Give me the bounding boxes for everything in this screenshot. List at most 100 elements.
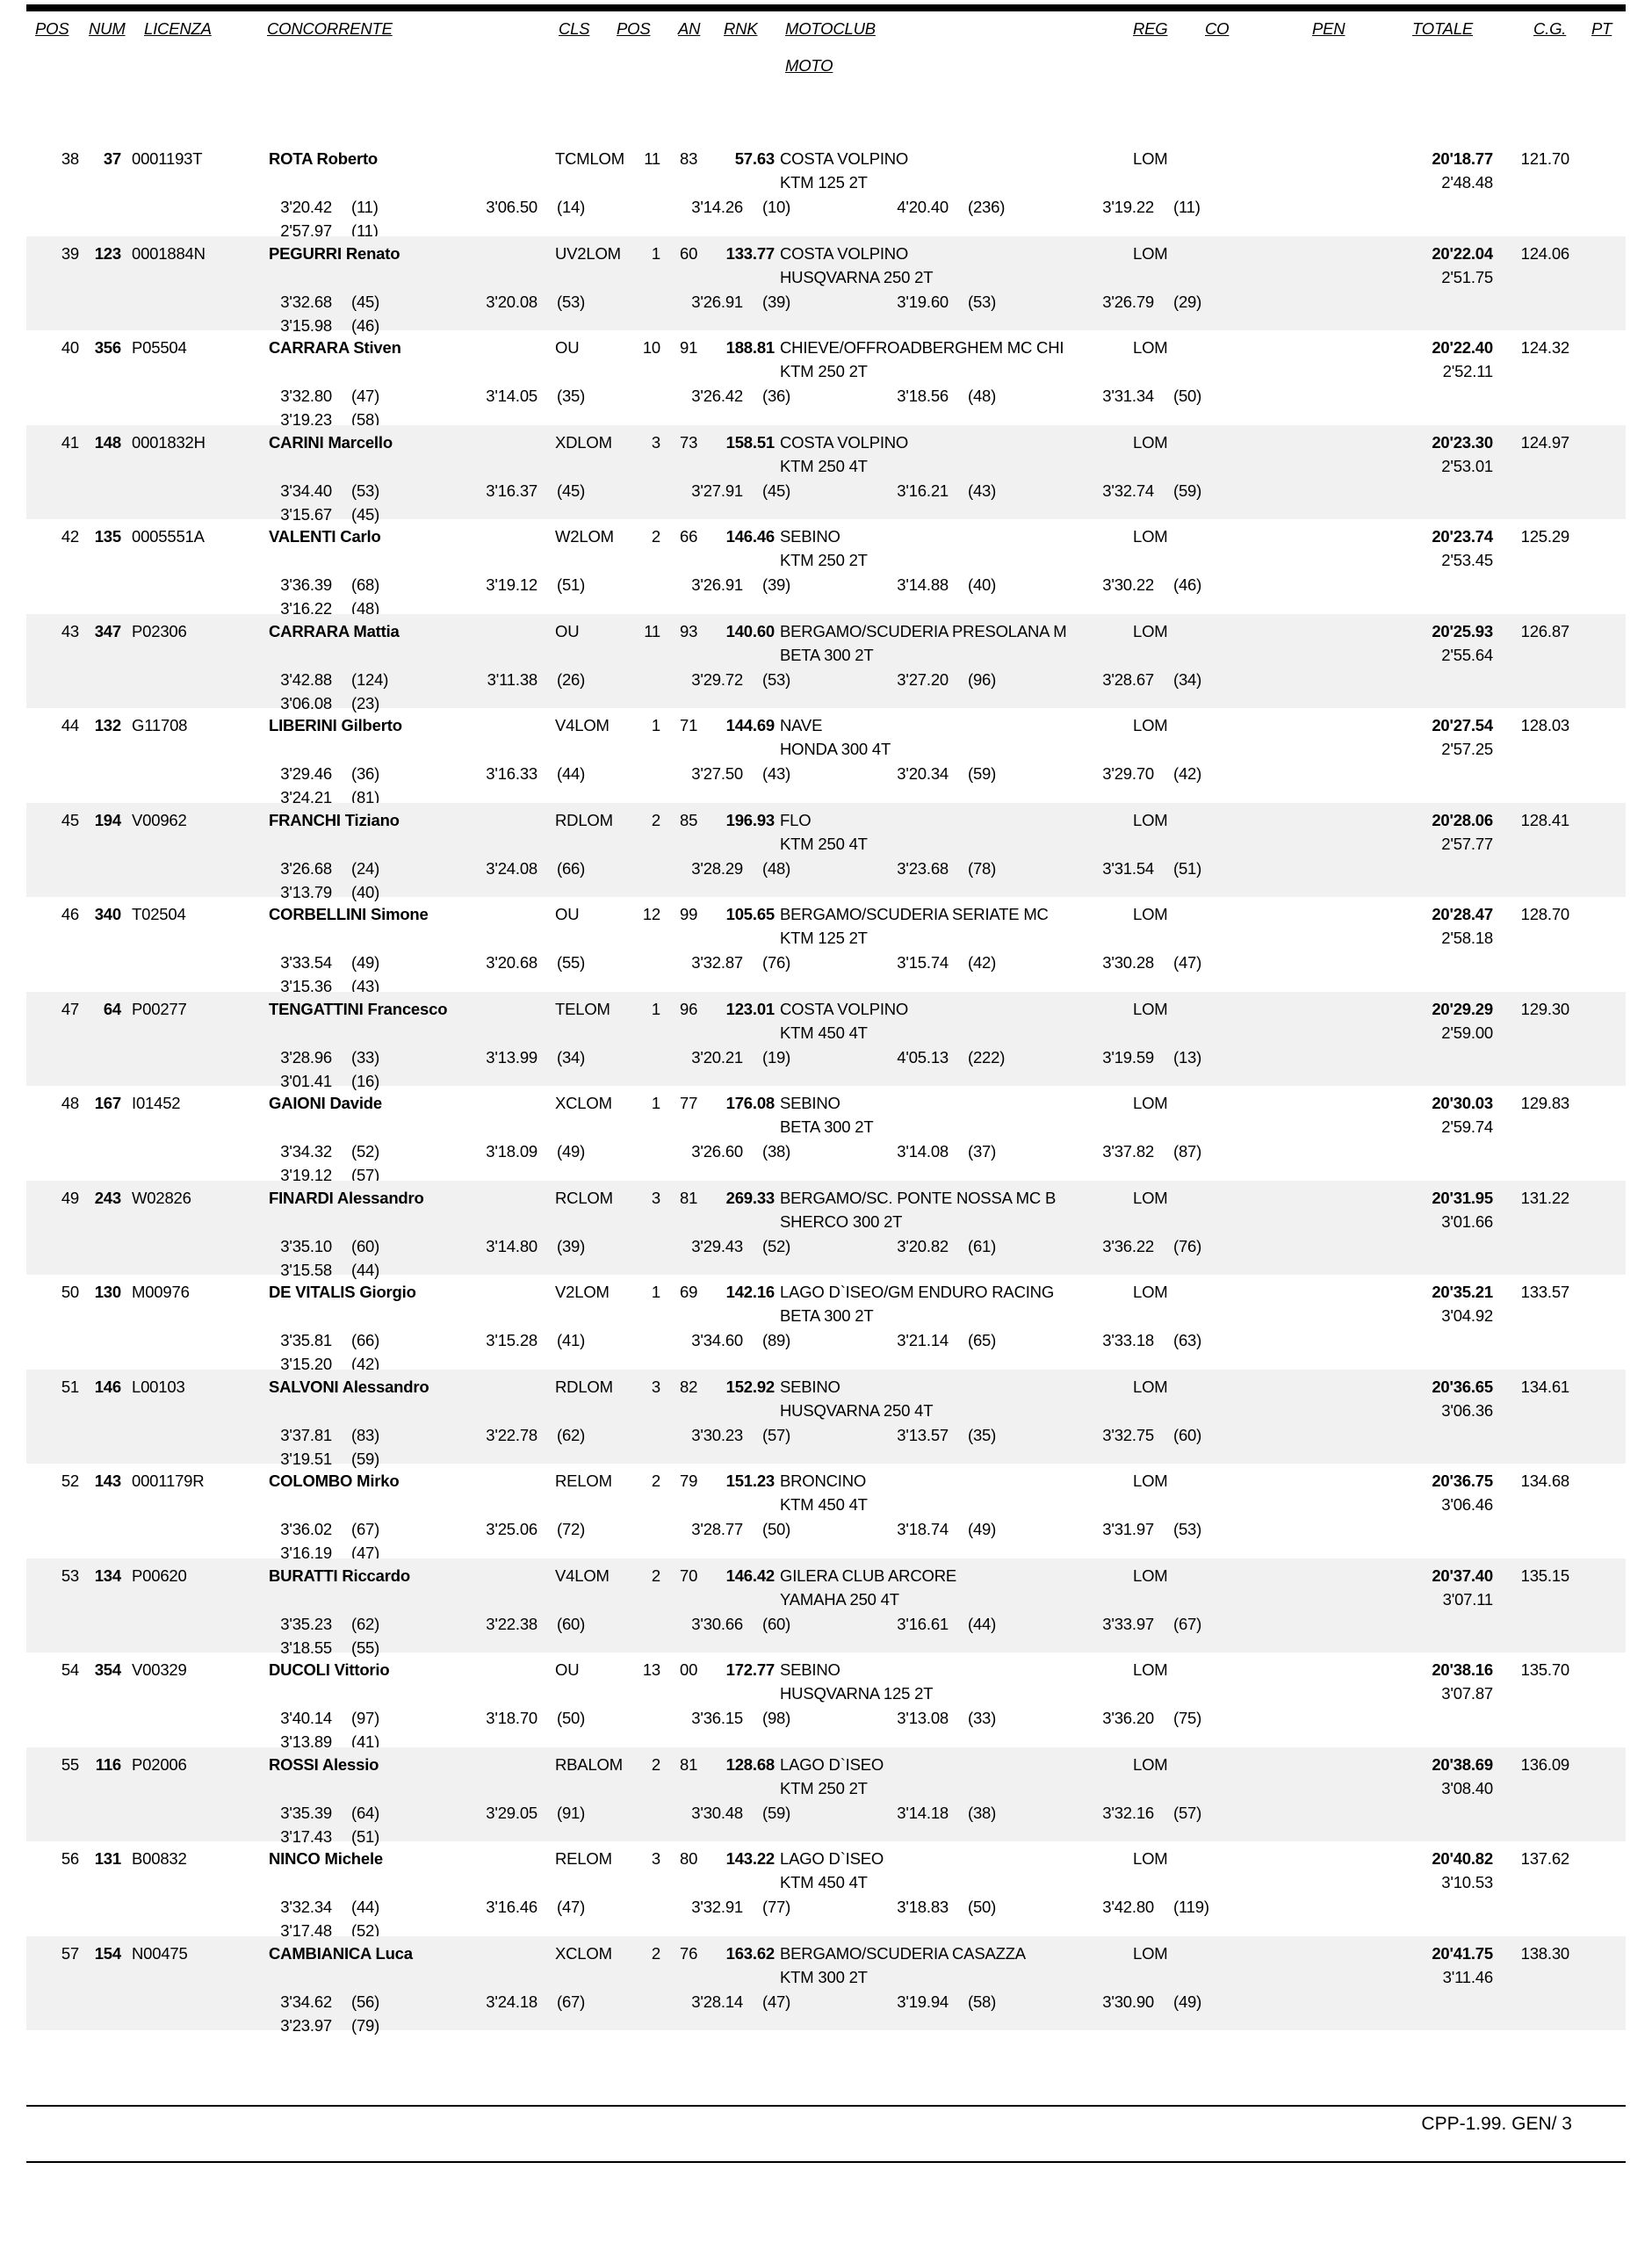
lap-rank: (14) (557, 198, 586, 216)
cell-concorrente: DE VITALIS Giorgio (269, 1283, 416, 1301)
table-row: 44 132 G11708 LIBERINI Gilberto V4LOM 1 … (0, 708, 1652, 806)
cell-cls: V2LOM (555, 1283, 610, 1301)
lap-time-3: 3'26.60 (38) (680, 1142, 790, 1161)
lap-rank: (87) (1173, 1142, 1202, 1161)
lap-time-2: 3'11.38 (26) (474, 669, 586, 690)
lap-time-5: 3'28.67 (34) (1091, 670, 1201, 690)
table-row: 40 356 P05504 CARRARA Stiven OU 10 91 18… (0, 330, 1652, 429)
cell-motoclub: SEBINO (780, 1660, 840, 1679)
lap-time-value: 3'30.23 (691, 1425, 743, 1444)
lap-time-5: 3'30.28 (47) (1091, 953, 1201, 973)
cell-an: 96 (680, 999, 698, 1018)
lap-time-value: 3'24.18 (486, 1992, 537, 2011)
lap-time-2: 3'24.18 (67) (474, 1992, 585, 2012)
cell-reg: LOM (1133, 149, 1168, 168)
lap-rank: (36) (351, 764, 380, 783)
lap-rank: (96) (968, 669, 997, 689)
cell-an: 00 (680, 1660, 698, 1679)
lap-time-3: 3'26.91 (39) (680, 293, 790, 312)
cell-cg: 124.32 (1520, 338, 1570, 357)
cell-concorrente: LIBERINI Gilberto (269, 716, 402, 734)
cell-totale: 20'40.82 (1432, 1849, 1493, 1868)
cell-cg: 129.30 (1520, 999, 1570, 1018)
cell-moto: HUSQVARNA 250 2T (780, 267, 934, 286)
lap-time-value: 3'11.38 (487, 669, 538, 689)
cell-motoclub: FLO (780, 810, 812, 829)
cell-motoclub: GILERA CLUB ARCORE (780, 1566, 956, 1585)
lap-time-3: 3'29.72 (53) (680, 670, 790, 690)
lap-time-6: 3'15.98 (46) (269, 316, 379, 336)
cell-concorrente: CORBELLINI Simone (269, 905, 429, 923)
cell-pos: 39 (61, 243, 79, 263)
lap-time-3: 3'32.87 (76) (680, 953, 790, 973)
lap-rank: (40) (968, 575, 997, 594)
cell-motoclub: SEBINO (780, 1094, 840, 1112)
lap-time-value: 3'24.21 (280, 788, 332, 806)
lap-rank: (59) (1173, 481, 1202, 500)
lap-rank: (59) (351, 1449, 380, 1468)
lap-time-6: 3'17.48 (52) (269, 1921, 379, 1941)
lap-time-6: 3'16.22 (48) (269, 599, 379, 618)
lap-time-value: 3'19.59 (1102, 1047, 1154, 1067)
cell-rnk: 133.77 (725, 243, 776, 263)
lap-time-value: 3'28.77 (691, 1520, 743, 1538)
lap-time-6: 3'01.41 (16) (269, 1072, 379, 1091)
lap-rank: (41) (557, 1331, 586, 1349)
lap-time-5: 3'42.80 (119) (1091, 1898, 1209, 1917)
lap-time-value: 3'20.42 (280, 198, 332, 216)
lap-time-3: 3'32.91 (77) (680, 1898, 790, 1917)
cell-cls-pos: 12 (642, 905, 660, 923)
footer-rule-top (26, 2105, 1626, 2107)
lap-rank: (34) (1173, 669, 1202, 689)
cell-num: 154 (94, 1943, 121, 1963)
lap-time-value: 3'30.22 (1102, 575, 1154, 594)
lap-time-value: 3'22.38 (486, 1614, 537, 1633)
lap-rank: (46) (1173, 575, 1202, 594)
lap-time-value: 3'33.18 (1102, 1331, 1154, 1349)
lap-rank: (47) (1173, 953, 1202, 972)
cell-moto: KTM 125 2T (780, 929, 868, 947)
lap-time-value: 3'32.16 (1102, 1803, 1154, 1822)
cell-totale: 20'27.54 (1432, 716, 1493, 734)
lap-rank: (77) (762, 1898, 791, 1916)
cell-licenza: 0001884N (132, 243, 206, 263)
cell-concorrente: ROTA Roberto (269, 149, 379, 168)
cell-num: 37 (103, 149, 121, 168)
lap-time-value: 3'32.68 (280, 292, 332, 311)
table-row: 48 167 I01452 GAIONI Davide XCLOM 1 77 1… (0, 1086, 1652, 1184)
cell-motoclub: BERGAMO/SCUDERIA CASAZZA (780, 1943, 1026, 1963)
cell-gap: 2'51.75 (1441, 267, 1493, 286)
cell-cls: OU (555, 905, 580, 923)
lap-time-4: 3'15.74 (42) (885, 953, 996, 973)
cell-moto: YAMAHA 250 4T (780, 1589, 899, 1609)
lap-rank: (51) (351, 1826, 380, 1846)
col-header-cg: C.G. (1533, 19, 1567, 38)
lap-time-value: 3'30.28 (1102, 953, 1154, 972)
cell-concorrente: FRANCHI Tiziano (269, 810, 400, 829)
cell-moto: HONDA 300 4T (780, 740, 891, 758)
lap-rank: (124) (351, 669, 389, 689)
lap-time-2: 3'24.08 (66) (474, 859, 585, 879)
lap-time-value: 3'22.78 (486, 1425, 537, 1444)
cell-totale: 20'37.40 (1432, 1566, 1493, 1585)
cell-licenza: P02006 (132, 1754, 187, 1774)
lap-time-1: 3'26.68 (24) (269, 859, 379, 879)
cell-rnk: 143.22 (725, 1849, 776, 1868)
lap-time-value: 2'57.97 (280, 221, 332, 240)
cell-gap: 3'04.92 (1441, 1306, 1493, 1325)
lap-rank: (52) (351, 1142, 380, 1161)
cell-num: 354 (94, 1660, 121, 1679)
lap-time-value: 3'29.05 (486, 1803, 537, 1822)
lap-rank: (98) (762, 1709, 791, 1727)
cell-cls-pos: 1 (651, 999, 660, 1018)
cell-an: 81 (680, 1754, 698, 1774)
lap-time-6: 3'13.79 (40) (269, 883, 379, 902)
cell-motoclub: BERGAMO/SCUDERIA PRESOLANA M (780, 621, 1067, 640)
lap-time-value: 3'13.79 (280, 882, 332, 901)
table-row: 50 130 M00976 DE VITALIS Giorgio V2LOM 1… (0, 1275, 1652, 1373)
lap-time-3: 3'36.15 (98) (680, 1709, 790, 1728)
cell-cg: 134.61 (1520, 1377, 1570, 1396)
lap-time-2: 3'16.37 (45) (474, 481, 585, 501)
lap-time-value: 3'27.91 (691, 481, 743, 500)
col-header-moto: MOTO (785, 56, 833, 75)
